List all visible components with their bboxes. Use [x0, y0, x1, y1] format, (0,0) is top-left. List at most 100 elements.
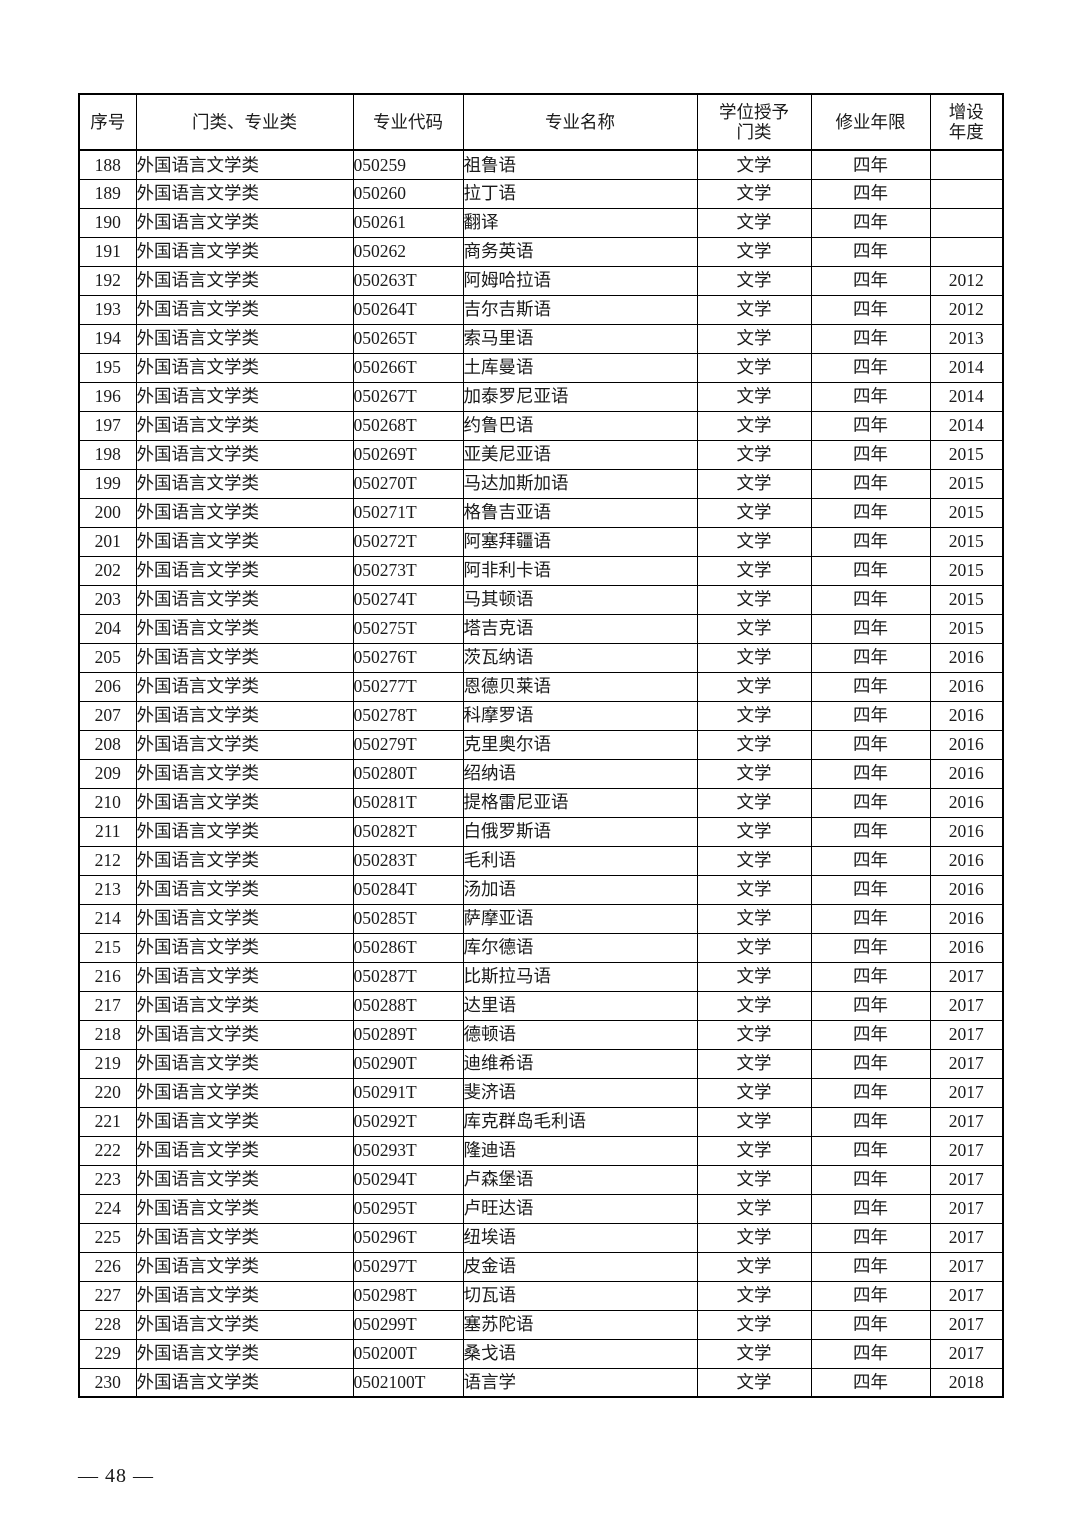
cell-name: 萨摩亚语	[462, 903, 698, 934]
table-row: 193 外国语言文学类 050264T 吉尔吉斯语 文学 四年 2012	[78, 294, 1004, 325]
cell-code: 050297T	[352, 1251, 464, 1282]
table-row: 213 外国语言文学类 050284T 汤加语 文学 四年 2016	[78, 874, 1004, 905]
cell-year: 2017	[929, 1222, 1004, 1253]
cell-name: 翻译	[462, 207, 698, 238]
cell-years: 四年	[810, 961, 931, 992]
cell-code: 050277T	[352, 671, 464, 702]
table-row: 212 外国语言文学类 050283T 毛利语 文学 四年 2016	[78, 845, 1004, 876]
cell-name: 土库曼语	[462, 352, 698, 383]
cell-code: 050286T	[352, 932, 464, 963]
table-row: 204 外国语言文学类 050275T 塔吉克语 文学 四年 2015	[78, 613, 1004, 644]
cell-degree: 文学	[696, 584, 812, 615]
cell-name: 毛利语	[462, 845, 698, 876]
cell-seq: 209	[78, 758, 137, 789]
table-row: 211 外国语言文学类 050282T 白俄罗斯语 文学 四年 2016	[78, 816, 1004, 847]
cell-name: 克里奥尔语	[462, 729, 698, 760]
cell-seq: 206	[78, 671, 137, 702]
cell-years: 四年	[810, 1193, 931, 1224]
cell-year: 2017	[929, 1338, 1004, 1369]
cell-years: 四年	[810, 1251, 931, 1282]
cell-year	[929, 207, 1004, 238]
cell-seq: 229	[78, 1338, 137, 1369]
cell-code: 050296T	[352, 1222, 464, 1253]
cell-year: 2016	[929, 700, 1004, 731]
cell-name: 吉尔吉斯语	[462, 294, 698, 325]
cell-cat: 外国语言文学类	[135, 1048, 354, 1079]
page-footer: — 48 —	[78, 1465, 1002, 1488]
column-header-label: 增设	[948, 101, 984, 122]
table-row: 217 外国语言文学类 050288T 达里语 文学 四年 2017	[78, 990, 1004, 1021]
cell-name: 加泰罗尼亚语	[462, 381, 698, 412]
cell-seq: 221	[78, 1106, 137, 1137]
cell-seq: 227	[78, 1280, 137, 1311]
cell-seq: 210	[78, 787, 137, 818]
cell-degree: 文学	[696, 1222, 812, 1253]
cell-years: 四年	[810, 410, 931, 441]
cell-seq: 207	[78, 700, 137, 731]
cell-year: 2015	[929, 468, 1004, 499]
cell-cat: 外国语言文学类	[135, 555, 354, 586]
table-row: 228 外国语言文学类 050299T 塞苏陀语 文学 四年 2017	[78, 1309, 1004, 1340]
cell-degree: 文学	[696, 1135, 812, 1166]
cell-seq: 197	[78, 410, 137, 441]
table-row: 215 外国语言文学类 050286T 库尔德语 文学 四年 2016	[78, 932, 1004, 963]
cell-name: 桑戈语	[462, 1338, 698, 1369]
cell-years: 四年	[810, 642, 931, 673]
cell-code: 050288T	[352, 990, 464, 1021]
cell-code: 050279T	[352, 729, 464, 760]
cell-degree: 文学	[696, 1309, 812, 1340]
cell-cat: 外国语言文学类	[135, 381, 354, 412]
cell-code: 050266T	[352, 352, 464, 383]
cell-seq: 204	[78, 613, 137, 644]
cell-year: 2016	[929, 787, 1004, 818]
table-row: 209 外国语言文学类 050280T 绍纳语 文学 四年 2016	[78, 758, 1004, 789]
cell-degree: 文学	[696, 1367, 812, 1398]
table-row: 199 外国语言文学类 050270T 马达加斯加语 文学 四年 2015	[78, 468, 1004, 499]
cell-code: 050259	[352, 149, 464, 180]
cell-degree: 文学	[696, 352, 812, 383]
cell-year: 2015	[929, 555, 1004, 586]
cell-name: 白俄罗斯语	[462, 816, 698, 847]
cell-degree: 文学	[696, 961, 812, 992]
cell-degree: 文学	[696, 265, 812, 296]
cell-years: 四年	[810, 1280, 931, 1311]
cell-degree: 文学	[696, 526, 812, 557]
cell-cat: 外国语言文学类	[135, 729, 354, 760]
cell-years: 四年	[810, 671, 931, 702]
cell-year: 2016	[929, 671, 1004, 702]
cell-years: 四年	[810, 758, 931, 789]
cell-year: 2017	[929, 1106, 1004, 1137]
cell-code: 050293T	[352, 1135, 464, 1166]
cell-year: 2016	[929, 903, 1004, 934]
cell-degree: 文学	[696, 555, 812, 586]
cell-cat: 外国语言文学类	[135, 236, 354, 267]
cell-year	[929, 236, 1004, 267]
cell-seq: 223	[78, 1164, 137, 1195]
table-row: 220 外国语言文学类 050291T 斐济语 文学 四年 2017	[78, 1077, 1004, 1108]
column-header-name: 专业名称	[462, 93, 698, 151]
column-header-year: 增设 年度	[929, 93, 1004, 151]
cell-cat: 外国语言文学类	[135, 352, 354, 383]
cell-cat: 外国语言文学类	[135, 207, 354, 238]
cell-years: 四年	[810, 584, 931, 615]
cell-years: 四年	[810, 990, 931, 1021]
majors-table: 序号 门类、专业类 专业代码 专业名称 学位授予 门类 修业年限 增设 年度 188 外国语言文学…	[78, 93, 1004, 1398]
cell-cat: 外国语言文学类	[135, 787, 354, 818]
table-row: 223 外国语言文学类 050294T 卢森堡语 文学 四年 2017	[78, 1164, 1004, 1195]
cell-name: 比斯拉马语	[462, 961, 698, 992]
cell-name: 阿姆哈拉语	[462, 265, 698, 296]
cell-years: 四年	[810, 439, 931, 470]
cell-years: 四年	[810, 265, 931, 296]
cell-code: 0502100T	[352, 1367, 464, 1398]
table-row: 206 外国语言文学类 050277T 恩德贝莱语 文学 四年 2016	[78, 671, 1004, 702]
cell-years: 四年	[810, 1019, 931, 1050]
cell-seq: 205	[78, 642, 137, 673]
cell-degree: 文学	[696, 1251, 812, 1282]
cell-seq: 192	[78, 265, 137, 296]
cell-degree: 文学	[696, 1106, 812, 1137]
cell-name: 阿塞拜疆语	[462, 526, 698, 557]
cell-degree: 文学	[696, 1280, 812, 1311]
cell-years: 四年	[810, 149, 931, 180]
cell-code: 050281T	[352, 787, 464, 818]
cell-cat: 外国语言文学类	[135, 700, 354, 731]
